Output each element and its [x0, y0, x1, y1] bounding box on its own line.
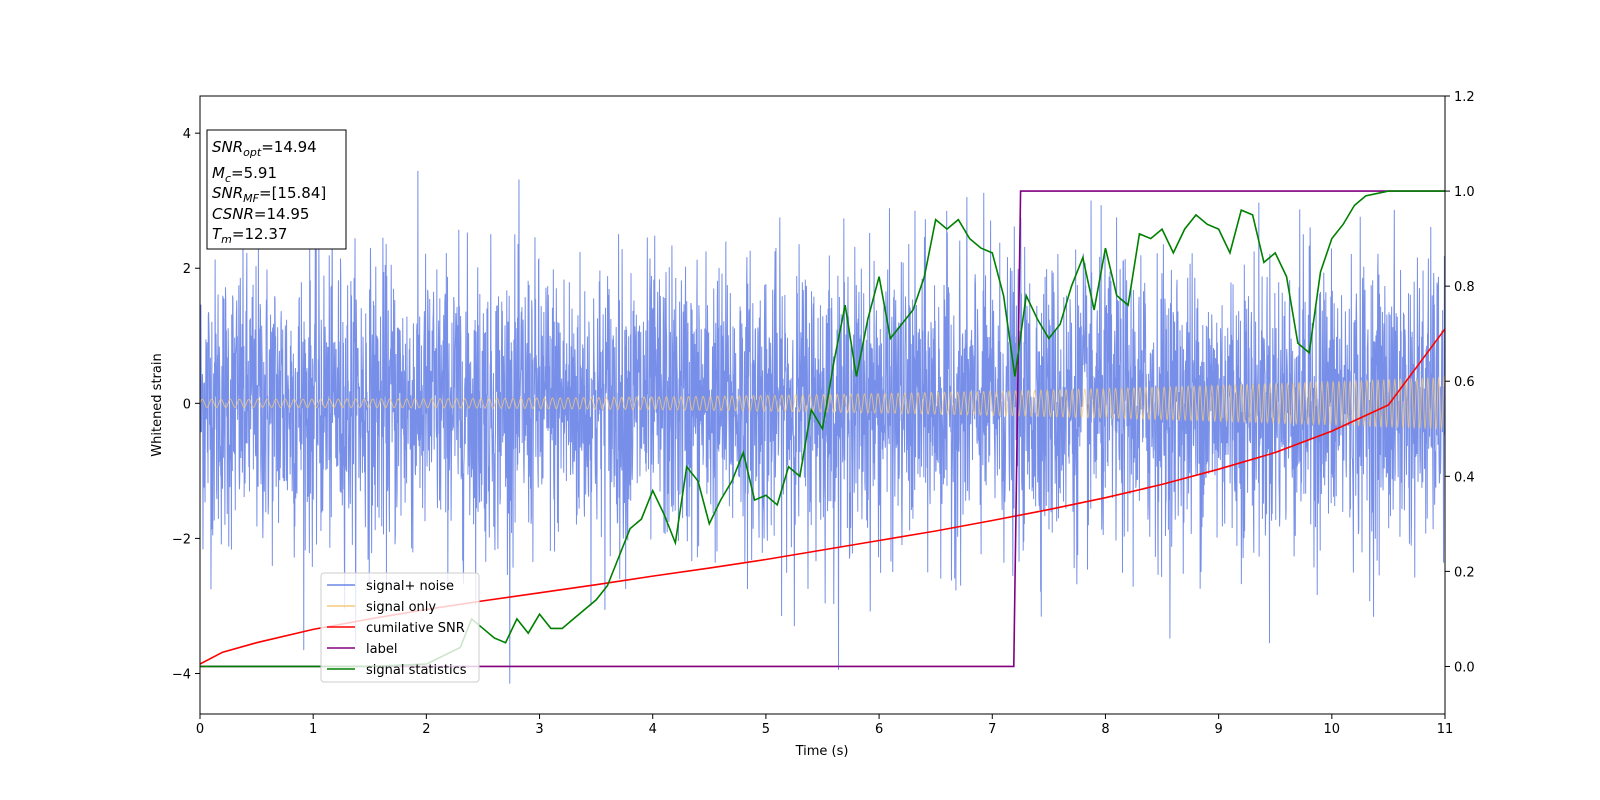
plot-frame [199, 95, 1446, 715]
x-tick-label: 2 [422, 722, 430, 737]
info-value: =12.37 [232, 225, 288, 243]
info-main: SNR [212, 138, 243, 156]
info-sub: m [221, 233, 232, 246]
x-tick-label: 4 [649, 722, 657, 737]
x-tick-label: 10 [1324, 722, 1341, 737]
series-line-label [200, 190, 1445, 668]
info-box: SNRopt=14.94 Mc=5.91 SNRMF=[15.84] CSNR=… [206, 129, 347, 250]
info-value: =14.95 [254, 205, 310, 223]
info-line-snr-mf: SNRMF=[15.84] [212, 184, 326, 205]
x-axis: 0 1 2 3 4 5 6 7 8 9 10 11 [196, 714, 1453, 737]
info-value: =[15.84] [259, 184, 326, 202]
y-axis-right: 0.0 0.2 0.4 0.6 0.8 1.0 1.2 [1445, 90, 1475, 675]
legend-label: signal only [366, 600, 436, 615]
x-tick-label: 5 [762, 722, 770, 737]
info-main: CSNR [212, 205, 254, 223]
legend: signal+ noise signal only cumilative SNR… [320, 572, 480, 683]
y-right-tick-label: 0.6 [1454, 375, 1475, 390]
y-right-tick-label: 1.2 [1454, 90, 1475, 105]
legend-item-label: label [327, 642, 397, 657]
info-value: =14.94 [261, 138, 317, 156]
info-sub: c [225, 172, 231, 185]
y-axis-left: −4 −2 0 2 4 [172, 127, 200, 682]
x-tick-label: 6 [875, 722, 883, 737]
info-main: SNR [212, 184, 243, 202]
info-line-tm: Tm=12.37 [212, 225, 287, 246]
y-left-tick-label: −4 [172, 667, 191, 682]
series-line-signal-noise [200, 171, 1445, 684]
legend-label: cumilative SNR [366, 621, 465, 636]
legend-item-signal-noise: signal+ noise [327, 579, 454, 594]
x-tick-label: 1 [309, 722, 317, 737]
y-axis-label: Whitened strain [150, 353, 165, 456]
y-left-tick-label: 2 [183, 262, 191, 277]
info-value: =5.91 [231, 164, 277, 182]
series-line-signal-only [200, 375, 1445, 431]
legend-label: label [366, 642, 397, 657]
y-left-tick-label: 0 [183, 397, 191, 412]
legend-item-signal-statistics: signal statistics [327, 663, 467, 678]
series-line-signal-statistics [200, 190, 1445, 668]
info-line-snr-opt: SNRopt=14.94 [212, 138, 317, 159]
x-tick-label: 7 [988, 722, 996, 737]
x-tick-label: 3 [535, 722, 543, 737]
x-tick-label: 9 [1214, 722, 1222, 737]
info-box-frame [206, 129, 347, 250]
info-sub: opt [243, 146, 262, 159]
legend-label: signal statistics [366, 663, 467, 678]
info-main: M [212, 164, 225, 182]
y-right-tick-label: 0.4 [1454, 470, 1475, 485]
legend-item-cumulative-snr: cumilative SNR [327, 621, 465, 636]
legend-label: signal+ noise [366, 579, 454, 594]
legend-frame [320, 572, 480, 683]
y-right-tick-label: 0.8 [1454, 280, 1475, 295]
x-axis-label: Time (s) [795, 744, 849, 759]
info-sub: MF [243, 192, 259, 205]
info-main: T [212, 225, 223, 243]
x-tick-label: 8 [1101, 722, 1109, 737]
y-right-tick-label: 0.2 [1454, 565, 1475, 580]
x-tick-label: 11 [1437, 722, 1454, 737]
y-left-tick-label: −2 [172, 532, 191, 547]
info-line-mc: Mc=5.91 [212, 164, 277, 185]
y-right-tick-label: 0.0 [1454, 660, 1475, 675]
legend-item-signal-only: signal only [327, 600, 436, 615]
x-tick-label: 0 [196, 722, 204, 737]
y-left-tick-label: 4 [183, 127, 191, 142]
info-line-csnr: CSNR=14.95 [212, 205, 309, 223]
y-right-tick-label: 1.0 [1454, 185, 1475, 200]
